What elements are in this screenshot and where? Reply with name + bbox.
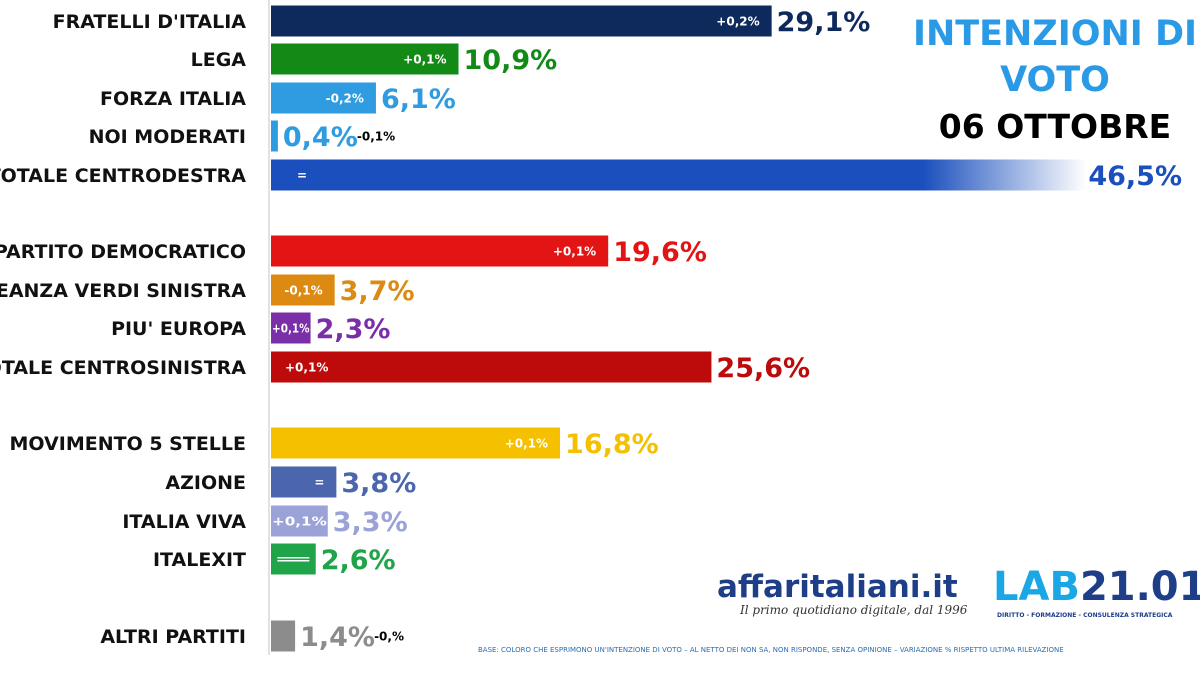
bar-lega bbox=[271, 43, 459, 75]
bar-totale-centrodestra bbox=[271, 159, 1086, 191]
bar-alleanza-verdi-sinistra bbox=[271, 274, 335, 306]
affaritaliani-tagline: Il primo quotidiano digitale, dal 1996 bbox=[739, 603, 968, 617]
chart-title: INTENZIONI DI VOTO 06 OTTOBRE bbox=[913, 14, 1197, 146]
change-label-piu-europa: +0,1% bbox=[272, 322, 310, 336]
title-date: 06 OTTOBRE bbox=[939, 107, 1171, 146]
category-label-movimento-5-stelle: MOVIMENTO 5 STELLE bbox=[10, 433, 247, 455]
value-label-azione: 3,8% bbox=[341, 468, 416, 499]
footnote: BASE: COLORO CHE ESPRIMONO UN'INTENZIONE… bbox=[478, 646, 1064, 654]
category-label-partito-democratico: PARTITO DEMOCRATICO bbox=[0, 241, 246, 263]
change-label-italexit: = bbox=[272, 553, 315, 567]
change-label-azione: = bbox=[314, 476, 324, 490]
bar-piu-europa bbox=[271, 312, 311, 344]
bar-forza-italia bbox=[271, 82, 376, 114]
bar-noi-moderati bbox=[271, 120, 278, 152]
value-label-totale-centrodestra: 46,5% bbox=[1088, 161, 1182, 192]
lab-subtitle: DIRITTO - FORMAZIONE - CONSULENZA STRATE… bbox=[997, 612, 1173, 619]
title-line-2: VOTO bbox=[1000, 60, 1110, 100]
value-label-noi-moderati: 0,4% bbox=[283, 122, 358, 153]
bar-italia-viva bbox=[271, 505, 328, 537]
category-label-forza-italia: FORZA ITALIA bbox=[100, 88, 246, 110]
bar-azione bbox=[271, 466, 337, 498]
category-label-totale-centrodestra: TOTALE CENTRODESTRA bbox=[0, 165, 246, 187]
category-labels: FRATELLI D'ITALIA LEGA FORZA ITALIA NOI MOD… bbox=[0, 11, 246, 648]
bar-movimento-5-stelle bbox=[271, 427, 561, 459]
bars bbox=[271, 5, 1086, 652]
value-label-piu-europa: 2,3% bbox=[316, 314, 391, 345]
bar-fratelli-d-italia bbox=[271, 5, 772, 37]
value-label-italexit: 2,6% bbox=[321, 545, 396, 576]
category-label-lega: LEGA bbox=[191, 49, 247, 71]
change-label-alleanza-verdi-sinistra: -0,1% bbox=[284, 284, 322, 298]
change-label-forza-italia: -0,2% bbox=[326, 92, 364, 106]
change-label-movimento-5-stelle: +0,1% bbox=[505, 437, 548, 451]
lab2101-logo: LAB21.01 DIRITTO - FORMAZIONE - CONSULEN… bbox=[993, 564, 1200, 619]
value-label-totale-centrosinistra: 25,6% bbox=[716, 353, 810, 384]
affaritaliani-logo: affaritaliani.it Il primo quotidiano dig… bbox=[717, 569, 968, 617]
category-label-azione: AZIONE bbox=[165, 472, 246, 494]
lab-wordmark: LAB21.01 bbox=[993, 564, 1200, 610]
change-label-altri-partiti: -0,% bbox=[374, 630, 404, 644]
category-label-italia-viva: ITALIA VIVA bbox=[122, 511, 246, 533]
value-label-altri-partiti: 1,4% bbox=[300, 622, 375, 653]
value-label-alleanza-verdi-sinistra: 3,7% bbox=[340, 276, 415, 307]
category-label-alleanza-verdi-sinistra: ALLEANZA VERDI SINISTRA bbox=[0, 280, 246, 302]
bar-italexit bbox=[271, 543, 316, 575]
value-label-movimento-5-stelle: 16,8% bbox=[565, 429, 659, 460]
bar-totale-centrosinistra bbox=[271, 351, 712, 383]
affaritaliani-wordmark: affaritaliani.it bbox=[717, 569, 958, 605]
category-label-fratelli-d-italia: FRATELLI D'ITALIA bbox=[53, 11, 247, 33]
change-label-noi-moderati: -0,1% bbox=[357, 130, 395, 144]
value-label-lega: 10,9% bbox=[464, 45, 558, 76]
change-labels: +0,2% +0,1% -0,2% -0,1% = +0,1% -0,1% +0,1% +0,1… bbox=[272, 15, 760, 644]
category-label-noi-moderati: NOI MODERATI bbox=[89, 126, 246, 148]
lab-text: LAB bbox=[993, 564, 1080, 610]
change-label-italia-viva: +0,1% bbox=[272, 515, 327, 529]
value-label-partito-democratico: 19,6% bbox=[613, 237, 707, 268]
category-label-totale-centrosinistra: TOTALE CENTROSINISTRA bbox=[0, 357, 246, 379]
category-label-piu-europa: PIU' EUROPA bbox=[111, 318, 246, 340]
bar-altri-partiti bbox=[271, 620, 296, 652]
value-label-forza-italia: 6,1% bbox=[381, 84, 456, 115]
affaritaliani-prefix: affaritaliani bbox=[717, 569, 920, 605]
change-label-totale-centrodestra: = bbox=[297, 169, 307, 183]
title-line-1: INTENZIONI DI bbox=[913, 14, 1197, 54]
change-label-partito-democratico: +0,1% bbox=[553, 245, 596, 259]
bar-partito-democratico bbox=[271, 235, 609, 267]
change-label-lega: +0,1% bbox=[403, 53, 446, 67]
change-label-fratelli-d-italia: +0,2% bbox=[716, 15, 759, 29]
category-label-altri-partiti: ALTRI PARTITI bbox=[100, 626, 246, 648]
value-labels: 29,1% 10,9% 6,1% 0,4% 46,5% 19,6% 3,7% 2,3% 25,6… bbox=[283, 7, 1182, 653]
affaritaliani-suffix: .it bbox=[920, 569, 957, 605]
category-label-italexit: ITALEXIT bbox=[153, 549, 246, 571]
value-label-fratelli-d-italia: 29,1% bbox=[777, 7, 871, 38]
lab-number: 21.01 bbox=[1080, 564, 1200, 610]
change-label-totale-centrosinistra: +0,1% bbox=[285, 361, 328, 375]
value-label-italia-viva: 3,3% bbox=[333, 507, 408, 538]
